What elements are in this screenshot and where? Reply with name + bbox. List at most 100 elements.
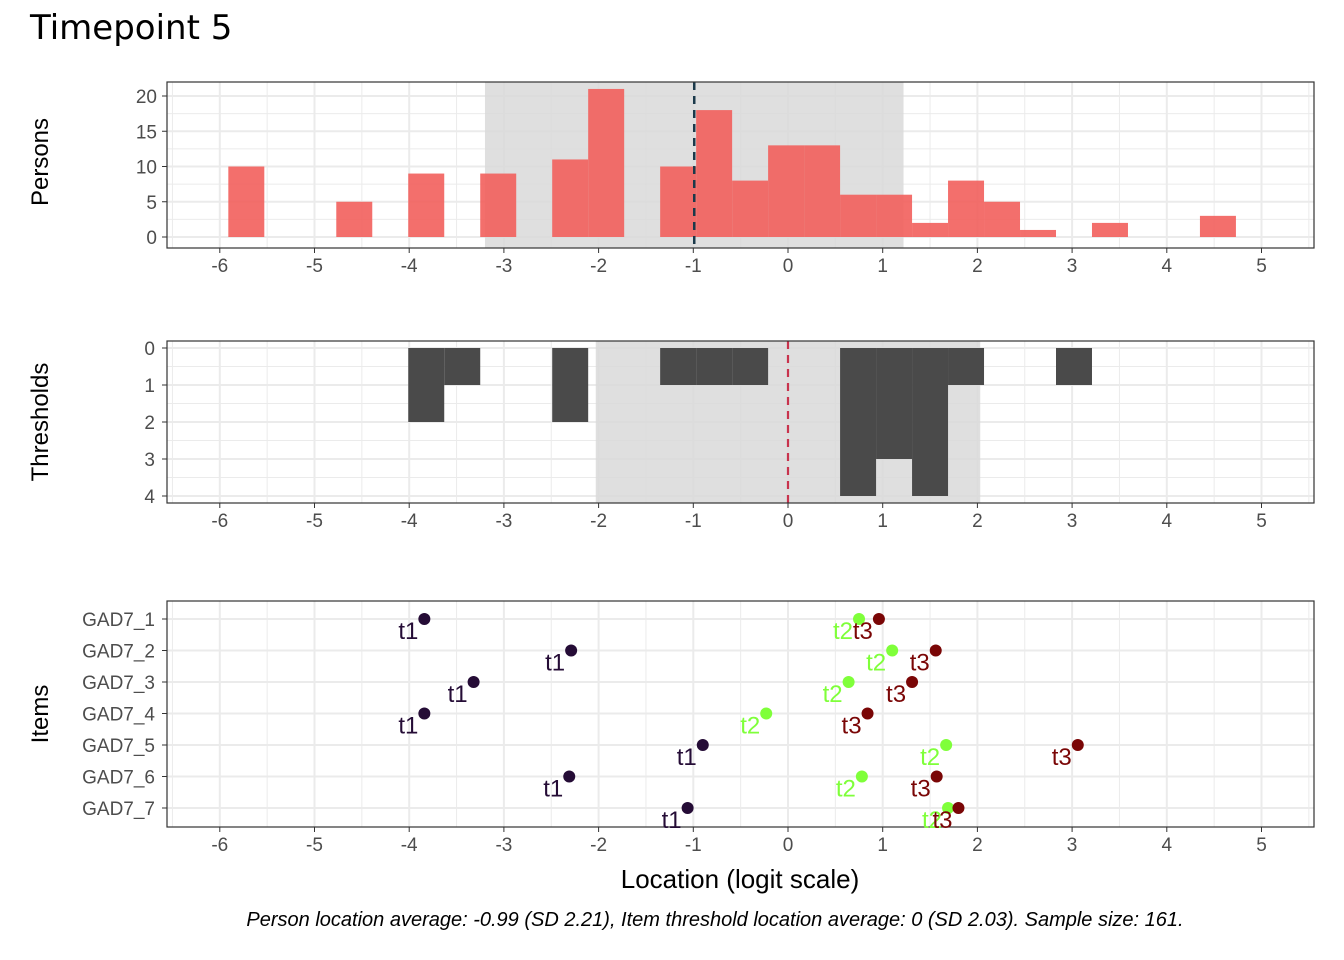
thresholds-panel: 0 1 2 3 4 -6 -5 -4 -3 -2 -1 0 1 2 3 4 5 Thresholds — [27, 339, 1315, 532]
x-tick-label: -1 — [685, 256, 702, 277]
threshold-point-t2 — [855, 770, 868, 783]
x-tick-label: -5 — [306, 511, 323, 532]
caption: Person location average: -0.99 (SD 2.21)… — [246, 909, 1183, 931]
threshold-label-t1: t1 — [398, 713, 418, 740]
y-tick-label: 0 — [146, 228, 157, 249]
persons-bar — [768, 145, 805, 237]
x-tick-label: -2 — [590, 256, 607, 277]
item-tick-label: GAD7_5 — [82, 736, 155, 757]
thresholds-bar — [696, 348, 733, 385]
threshold-point-t3 — [1071, 739, 1084, 751]
item-tick-label: GAD7_6 — [82, 768, 155, 789]
threshold-point-t3 — [861, 707, 874, 720]
persons-bar — [912, 222, 949, 237]
thresholds-bar — [912, 348, 949, 496]
thresholds-bar — [1056, 348, 1092, 385]
threshold-label-t3: t3 — [932, 807, 952, 834]
threshold-label-t3: t3 — [842, 713, 862, 740]
x-tick-label: -2 — [590, 511, 607, 532]
x-tick-label: -4 — [401, 835, 418, 856]
thresholds-bar — [552, 348, 589, 422]
persons-bar — [228, 166, 265, 237]
threshold-label-t2: t2 — [823, 681, 843, 708]
x-tick-label: 4 — [1162, 835, 1173, 856]
x-tick-label: 0 — [783, 256, 794, 277]
x-tick-label: -6 — [211, 835, 228, 856]
x-tick-label: 1 — [877, 835, 888, 856]
item-tick-label: GAD7_2 — [82, 642, 155, 663]
x-tick-label: -1 — [685, 835, 702, 856]
threshold-point-t2 — [940, 739, 953, 751]
threshold-label-t3: t3 — [886, 681, 906, 708]
x-tick-label: 3 — [1067, 835, 1078, 856]
threshold-point-t1 — [418, 707, 431, 720]
y-tick-label: 1 — [144, 376, 155, 397]
x-tick-label: 5 — [1256, 256, 1267, 277]
x-tick-label: -2 — [590, 835, 607, 856]
threshold-point-t1 — [563, 770, 576, 783]
x-tick-label: 1 — [877, 256, 888, 277]
threshold-label-t1: t1 — [398, 618, 418, 645]
x-tick-label: -3 — [495, 511, 512, 532]
x-tick-label: -6 — [211, 511, 228, 532]
x-tick-label: 3 — [1067, 256, 1078, 277]
y-tick-label: 2 — [144, 413, 155, 434]
x-tick-label: 2 — [972, 256, 983, 277]
threshold-point-t3 — [929, 644, 942, 657]
items-panel: GAD7_1 GAD7_2 GAD7_3 GAD7_4 GAD7_5 GAD7_6 GAD7… — [27, 600, 1315, 856]
y-tick-label: 15 — [136, 122, 157, 143]
x-tick-label: -3 — [495, 256, 512, 277]
threshold-point-t3 — [952, 802, 965, 814]
threshold-label-t2: t2 — [920, 744, 940, 771]
threshold-label-t1: t1 — [677, 744, 697, 771]
item-tick-label: GAD7_3 — [82, 673, 155, 694]
persons-bar — [1020, 229, 1057, 237]
threshold-label-t3: t3 — [1052, 744, 1072, 771]
x-tick-label: 5 — [1256, 511, 1267, 532]
threshold-point-t2 — [942, 802, 955, 814]
threshold-label-t1: t1 — [543, 776, 563, 803]
threshold-label-t2: t2 — [836, 776, 856, 803]
persons-bar — [480, 173, 517, 237]
x-tick-label: -1 — [685, 511, 702, 532]
threshold-label-t3: t3 — [911, 776, 931, 803]
threshold-point-t3 — [930, 770, 943, 783]
threshold-label-t2: t2 — [922, 807, 942, 834]
x-tick-label: -5 — [306, 835, 323, 856]
x-tick-label: -6 — [211, 256, 228, 277]
persons-bar — [588, 88, 625, 237]
x-tick-label: 2 — [972, 835, 983, 856]
threshold-point-t1 — [565, 644, 578, 657]
persons-bar — [732, 180, 769, 237]
y-tick-label: 5 — [146, 193, 157, 214]
y-axis-label: Thresholds — [27, 363, 54, 482]
x-tick-label: 5 — [1256, 835, 1267, 856]
persons-bar — [804, 145, 841, 237]
persons-panel: 0 5 10 15 20 -6 -5 -4 -3 -2 -1 0 1 2 3 4 5 Persons — [27, 81, 1315, 277]
x-tick-label: 3 — [1067, 511, 1078, 532]
threshold-point-t3 — [906, 676, 919, 688]
page-title: Timepoint 5 — [30, 8, 233, 48]
threshold-point-t1 — [467, 676, 480, 688]
threshold-label-t1: t1 — [545, 650, 565, 677]
x-tick-label: -4 — [401, 256, 418, 277]
persons-bar — [948, 180, 985, 237]
x-tick-label: -4 — [401, 511, 418, 532]
persons-bar — [696, 110, 733, 237]
thresholds-bar — [876, 348, 913, 459]
threshold-point-t2 — [760, 707, 773, 720]
y-axis-label: Items — [27, 685, 54, 744]
thresholds-bar — [948, 348, 985, 385]
thresholds-bar — [408, 348, 445, 422]
persons-bar — [876, 194, 913, 237]
y-tick-label: 0 — [144, 339, 155, 360]
x-tick-label: 0 — [783, 835, 794, 856]
y-axis-label: Persons — [27, 118, 54, 206]
x-tick-label: 4 — [1162, 511, 1173, 532]
thresholds-bar — [660, 348, 697, 385]
persons-bar — [660, 166, 697, 237]
persons-bar — [552, 159, 589, 237]
persons-bar — [336, 201, 373, 237]
item-tick-label: GAD7_1 — [82, 610, 155, 631]
